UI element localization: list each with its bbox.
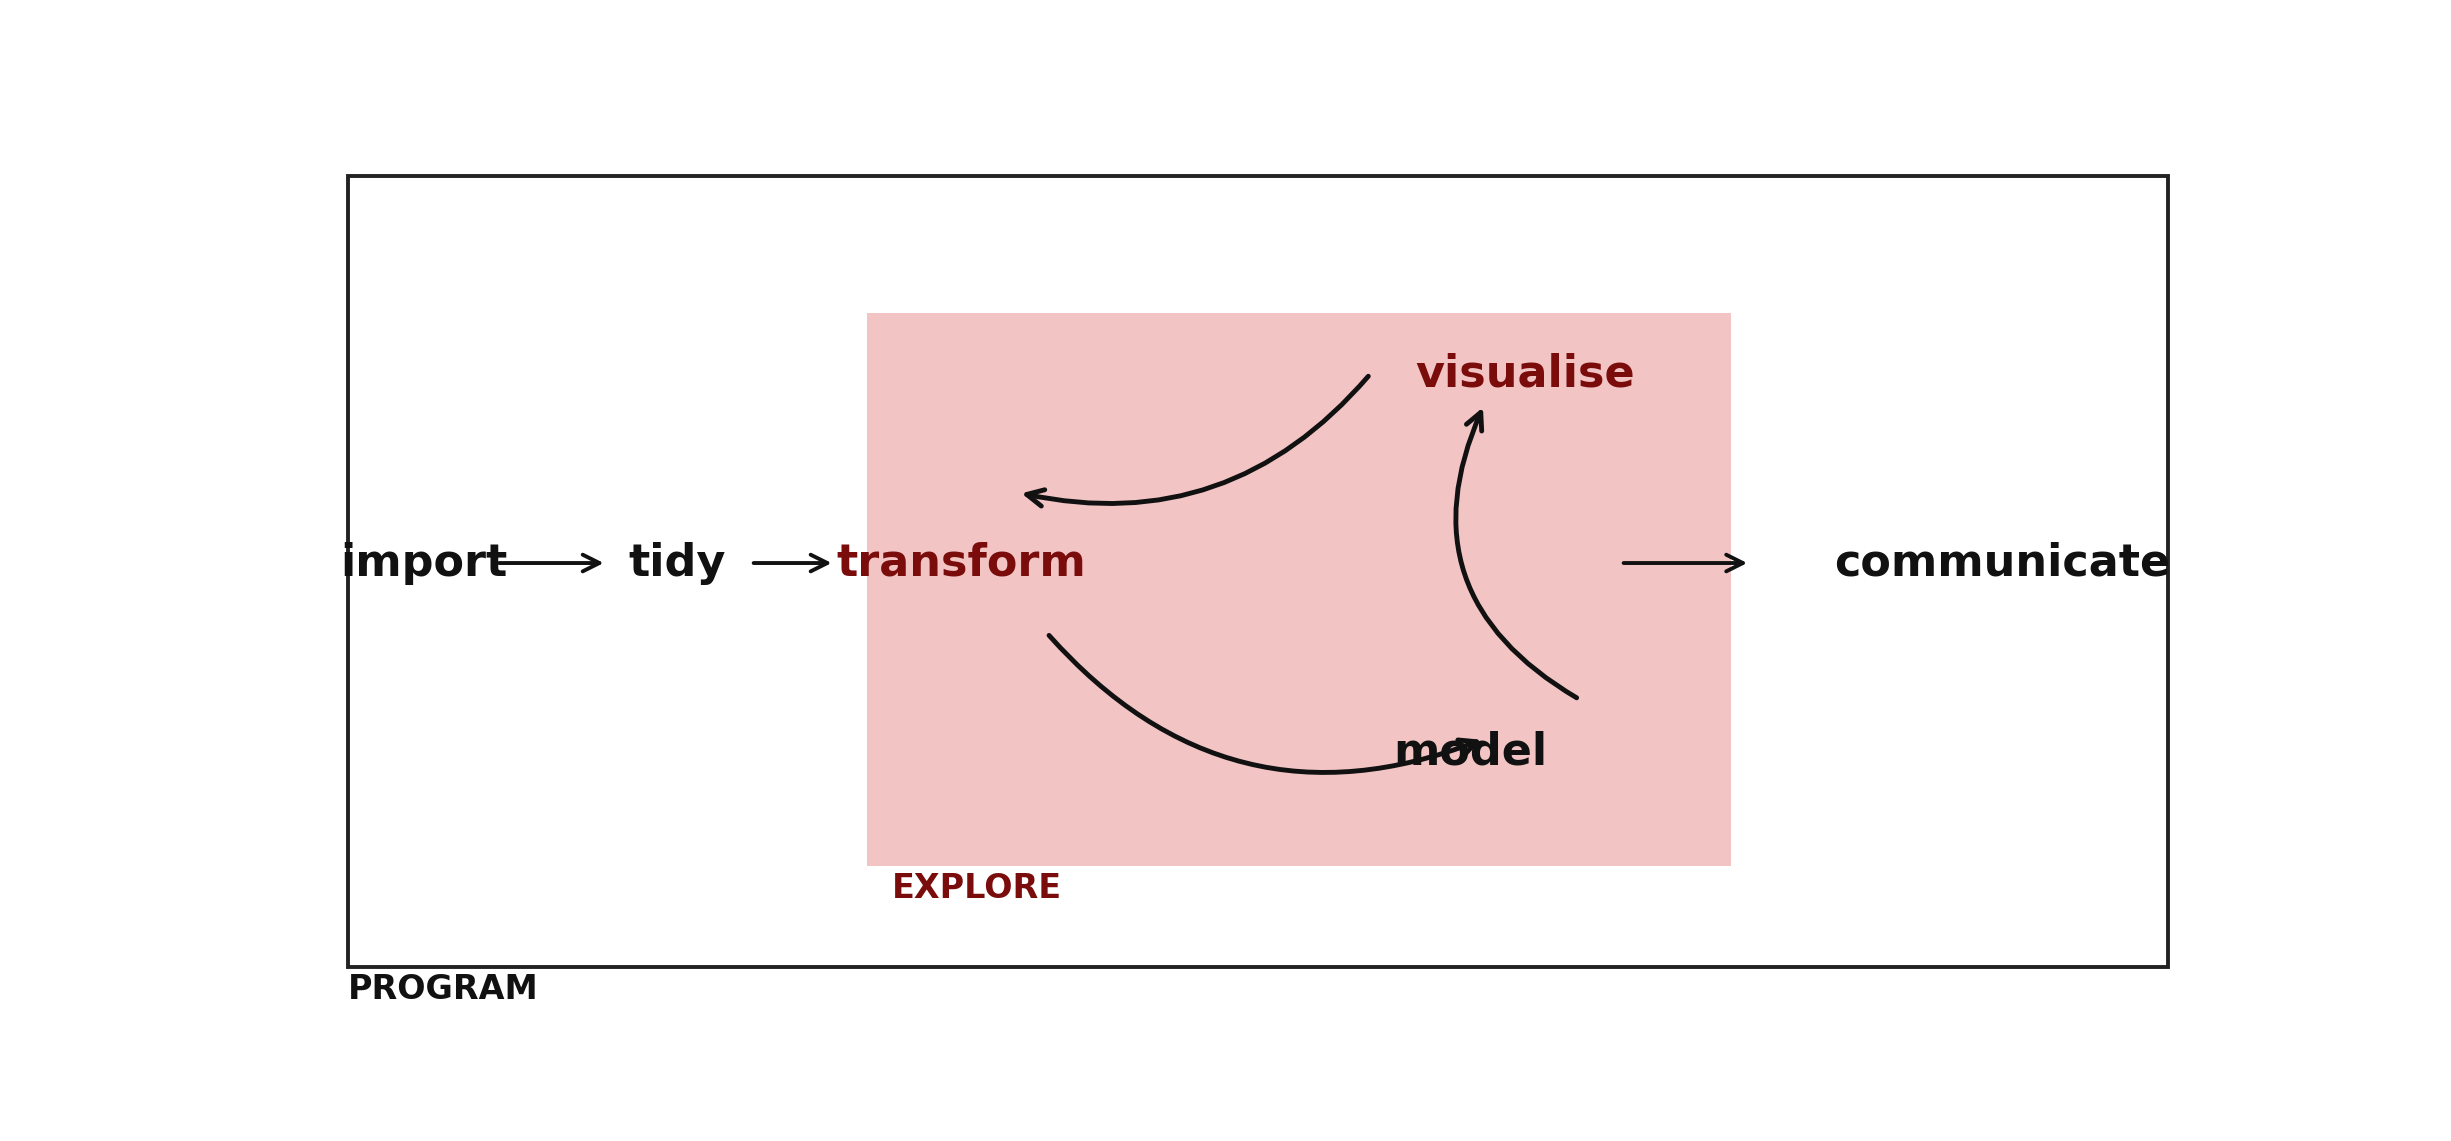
Text: tidy: tidy <box>627 542 725 584</box>
Text: EXPLORE: EXPLORE <box>892 872 1061 905</box>
FancyBboxPatch shape <box>868 313 1730 866</box>
Text: visualise: visualise <box>1417 353 1635 396</box>
Text: communicate: communicate <box>1836 542 2172 584</box>
FancyArrowPatch shape <box>1027 377 1368 507</box>
Text: PROGRAM: PROGRAM <box>348 972 539 1005</box>
Text: model: model <box>1392 730 1547 774</box>
FancyArrowPatch shape <box>1049 636 1476 772</box>
Text: transform: transform <box>836 542 1086 584</box>
FancyArrowPatch shape <box>1456 412 1576 698</box>
Text: import: import <box>341 542 507 584</box>
